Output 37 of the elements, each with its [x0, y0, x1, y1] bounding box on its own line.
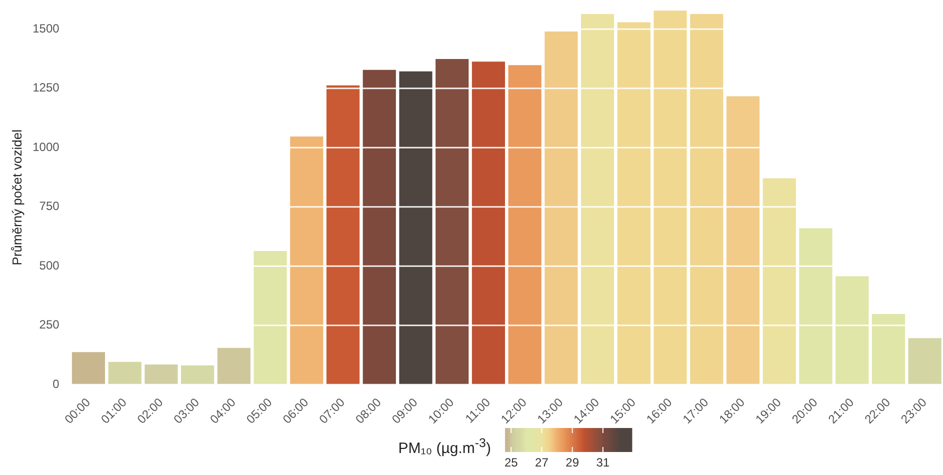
bar — [690, 14, 724, 385]
bar — [108, 362, 142, 385]
y-tick-label: 1250 — [32, 80, 60, 95]
bar — [217, 348, 250, 385]
bar — [362, 70, 396, 385]
bar — [72, 352, 106, 385]
bar — [654, 10, 687, 385]
bar — [544, 32, 578, 385]
bar — [508, 65, 542, 385]
color-bar-label: 25 — [504, 455, 518, 470]
bar — [436, 59, 469, 385]
bar — [762, 178, 796, 385]
bar — [908, 338, 942, 385]
y-tick-label: 1500 — [32, 21, 60, 36]
y-axis-title: Průměrný počet vozidel — [9, 129, 24, 266]
bar — [726, 96, 760, 385]
bar — [799, 228, 832, 385]
color-bar-label: 29 — [566, 455, 580, 470]
y-tick-label: 250 — [39, 318, 60, 332]
bar — [617, 22, 650, 385]
bar — [254, 250, 287, 385]
y-tick-label: 750 — [39, 199, 60, 214]
y-tick-label: 500 — [39, 258, 60, 272]
bar — [144, 364, 178, 385]
bar — [872, 314, 905, 385]
bar — [399, 71, 432, 385]
bar — [836, 276, 869, 385]
color-bar-title: PM₁₀ (µg.m$^{-3}$) — [398, 436, 491, 457]
color-bar-label: 31 — [596, 455, 610, 470]
bar — [581, 14, 614, 385]
bar — [181, 365, 214, 385]
y-tick-label: 0 — [52, 376, 60, 391]
bar — [326, 85, 360, 385]
color-bar-label: 27 — [535, 455, 549, 470]
bar — [290, 136, 324, 385]
y-tick-label: 1000 — [32, 140, 60, 154]
bar — [472, 62, 506, 385]
